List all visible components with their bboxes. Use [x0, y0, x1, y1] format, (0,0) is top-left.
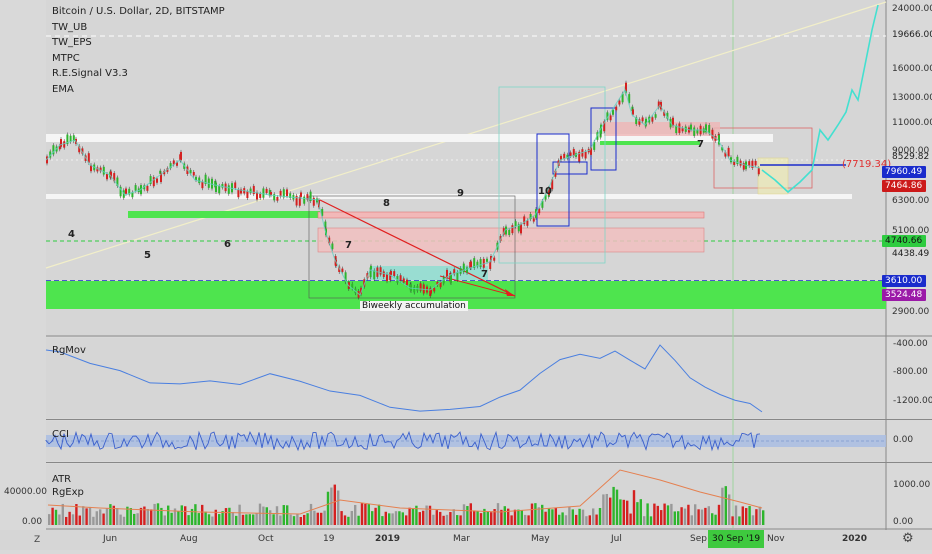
atr-right-tick: 0.00: [893, 517, 914, 527]
price-tick: 24000.00: [892, 4, 932, 14]
price-tag: 7464.86: [882, 180, 926, 192]
rgmov-tick: -800.00: [893, 367, 928, 377]
time-label: Oct: [258, 534, 274, 544]
chart-legend: Bitcoin / U.S. Dollar, 2D, BITSTAMP TW_U…: [52, 4, 225, 97]
time-highlight: 30 Sep '19: [708, 530, 765, 548]
projection-line: [761, 4, 879, 194]
indicator-tw-eps[interactable]: TW_EPS: [52, 37, 92, 48]
price-tag: 3524.48: [882, 289, 926, 301]
time-label: 19: [323, 534, 335, 544]
time-label: May: [531, 534, 550, 544]
price-tick: 2900.00: [892, 307, 929, 317]
price-tick: 9000.00: [892, 146, 929, 156]
price-tick: 16000.00: [892, 64, 932, 74]
time-label: Jun: [103, 534, 118, 544]
gear-icon[interactable]: ⚙: [902, 531, 914, 546]
price-tag: 3610.00: [882, 275, 926, 287]
time-label: Mar: [453, 534, 470, 544]
atr-right-tick: 1000.00: [893, 480, 931, 490]
rgmov-label[interactable]: RgMov: [52, 345, 86, 356]
price-label-4438: 4438.49: [892, 249, 930, 259]
wave-label: 7: [345, 240, 352, 251]
wave-label: 7: [697, 139, 704, 150]
price-tick: 11000.00: [892, 118, 932, 128]
rgexp-label[interactable]: RgExp: [52, 487, 84, 498]
biweekly-annotation: Biweekly accumulation: [360, 301, 468, 311]
atr-left-tick: 40000.00: [4, 487, 47, 497]
atr-line: [47, 469, 763, 515]
price-tag: 7960.49: [882, 166, 926, 178]
time-label: 2019: [375, 534, 401, 544]
indicator-tw-ub[interactable]: TW_UB: [52, 21, 88, 33]
atr-label[interactable]: ATR: [52, 474, 72, 485]
time-label: Aug: [180, 534, 198, 544]
cci-label[interactable]: CCI: [52, 429, 69, 440]
wave-label: 4: [68, 229, 75, 240]
time-axis[interactable]: Jun Aug Oct 19 2019 Mar May Jul Sep Nov …: [0, 530, 932, 550]
wave-label: 8: [383, 198, 390, 209]
cci-line: [45, 430, 761, 452]
price-tick: 5100.00: [892, 226, 929, 236]
wave-label: 5: [144, 250, 151, 261]
atr-left-tick: 0.00: [22, 517, 43, 527]
target-label: (7719.34): [842, 159, 892, 170]
wave-label: 6: [224, 239, 231, 250]
indicator-re-signal[interactable]: R.E.Signal V3.3: [52, 68, 128, 79]
indicator-mtpc[interactable]: MTPC: [52, 52, 80, 64]
wave-label: 7: [481, 269, 488, 280]
rgmov-tick: -400.00: [893, 339, 928, 349]
rgmov-tick: -1200.00: [893, 396, 932, 406]
trend-arrow: [319, 199, 516, 297]
price-tick: 6300.00: [892, 196, 929, 206]
price-label-19666: 19666.00: [892, 30, 932, 40]
chart-title: Bitcoin / U.S. Dollar, 2D, BITSTAMP: [52, 6, 225, 17]
wave-label: 10: [538, 186, 552, 197]
time-label: Sep: [690, 534, 707, 544]
price-tick: 13000.00: [892, 93, 932, 103]
cci-tick: 0.00: [893, 435, 914, 445]
time-label: 2020: [842, 534, 868, 544]
price-label-8529: 8529.82: [892, 152, 930, 162]
rgmov-line: [45, 344, 763, 413]
zoom-toggle[interactable]: Z: [34, 535, 41, 545]
price-tag: 4740.66: [882, 235, 926, 247]
wave-label: 9: [457, 188, 464, 199]
indicator-ema[interactable]: EMA: [52, 83, 74, 95]
rgmov-pane[interactable]: [46, 338, 886, 418]
time-label: Jul: [611, 534, 622, 544]
time-label: Nov: [767, 534, 785, 544]
